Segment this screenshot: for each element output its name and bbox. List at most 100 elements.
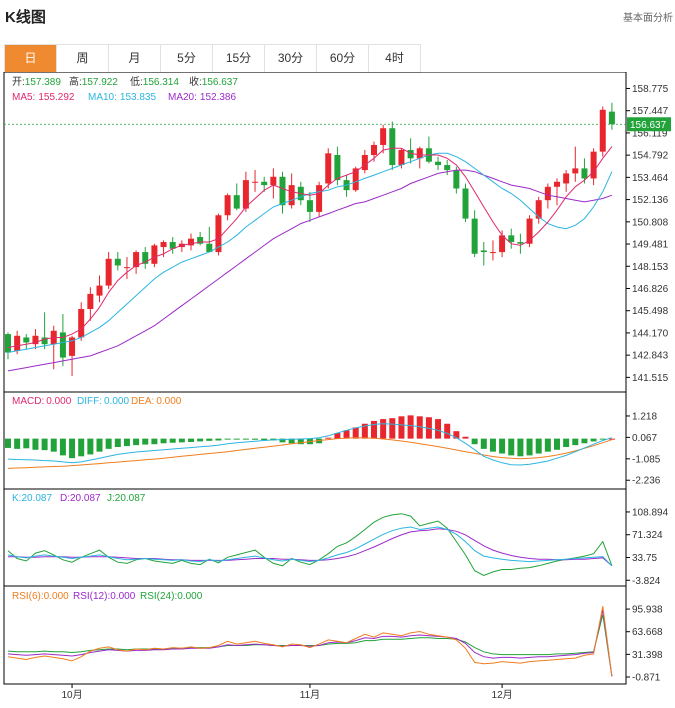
candle-body	[69, 337, 76, 356]
legend-low: 低:156.314	[130, 75, 179, 88]
legend-d: D:20.087	[60, 493, 101, 504]
macd-bar	[252, 438, 259, 440]
candle-body	[444, 165, 451, 171]
x-tick-label: 12月	[492, 689, 513, 701]
macd-bar	[325, 437, 332, 439]
tab-month[interactable]: 月	[109, 45, 161, 72]
candle-body	[252, 181, 259, 183]
candle-body	[416, 148, 423, 159]
kline-chart[interactable]: 158.775 157.447 156.119 154.792 153.464 152.1…	[0, 72, 675, 708]
candle-body	[590, 151, 597, 179]
x-tick-label: 11月	[300, 689, 320, 701]
candle-body	[105, 258, 112, 286]
legend-k: K:20.087	[12, 493, 52, 504]
y-tick-label: 63.668	[632, 627, 663, 638]
candle-body	[78, 309, 85, 338]
y-tick-label: 153.464	[632, 173, 669, 184]
y-tick-label: 148.153	[632, 262, 669, 273]
macd-bar	[581, 438, 588, 444]
macd-bar	[133, 438, 140, 446]
macd-bar	[197, 438, 204, 442]
y-tick-label: -2.236	[632, 476, 661, 487]
macd-bar	[352, 427, 359, 439]
candle-body	[306, 200, 313, 212]
y-tick-label: 144.170	[632, 328, 669, 339]
candle-body	[160, 242, 167, 248]
macd-bar	[261, 438, 268, 441]
macd-bar	[389, 418, 396, 439]
ma5-line	[7, 146, 613, 348]
candle-body	[471, 218, 478, 254]
candle-body	[389, 128, 396, 166]
candle-body	[608, 111, 615, 125]
legend-ma20: MA20: 152.386	[168, 92, 236, 103]
candle-body	[123, 267, 130, 269]
tab-30min[interactable]: 30分	[265, 45, 317, 72]
tab-15min[interactable]: 15分	[213, 45, 265, 72]
candle-body	[380, 128, 387, 145]
macd-bar	[169, 438, 176, 443]
macd-bar	[444, 423, 451, 439]
macd-bar	[206, 438, 213, 441]
candle-body	[316, 185, 323, 212]
y-tick-label: 154.792	[632, 151, 669, 162]
legend-ma5: MA5: 155.292	[12, 92, 75, 103]
candle-body	[563, 173, 570, 184]
y-tick-label: 145.498	[632, 306, 669, 317]
macd-bar	[599, 438, 606, 440]
tab-week[interactable]: 周	[57, 45, 109, 72]
legend-dea: DEA: 0.000	[131, 396, 182, 407]
tab-4hour[interactable]: 4时	[369, 45, 421, 72]
candle-body	[554, 181, 560, 187]
legend-close: 收:156.637	[189, 75, 238, 88]
macd-bar	[371, 420, 377, 439]
y-tick-label: 142.843	[632, 351, 669, 362]
diff-line	[7, 423, 613, 466]
macd-bar	[526, 438, 533, 456]
fundamental-analysis-link[interactable]: 基本面分析	[623, 13, 673, 24]
candle-body	[352, 168, 359, 191]
y-tick-label: 156.119	[632, 128, 668, 139]
macd-bar	[554, 438, 560, 450]
y-tick-label: 31.398	[632, 650, 663, 661]
candle-body	[407, 149, 414, 159]
j-line	[7, 513, 613, 577]
macd-bar	[535, 438, 542, 454]
macd-bar	[32, 438, 39, 450]
y-tick-label: 71.324	[632, 530, 663, 541]
rsi24-line	[7, 614, 613, 677]
y-tick-label: 33.75	[632, 553, 657, 564]
macd-bar	[590, 438, 597, 442]
candle-body	[133, 252, 140, 268]
macd-bar	[380, 419, 387, 439]
tab-day[interactable]: 日	[5, 45, 57, 72]
y-tick-label: 108.894	[632, 507, 669, 518]
rsi12-line	[7, 609, 613, 677]
candle-body	[544, 186, 551, 201]
macd-bar	[343, 430, 350, 439]
y-tick-label: -1.085	[632, 454, 661, 465]
candle-body	[242, 180, 249, 209]
macd-bar	[508, 438, 515, 456]
candle-body	[96, 285, 103, 296]
tab-5min[interactable]: 5分	[161, 45, 213, 72]
macd-bar	[160, 438, 167, 444]
page-title: K线图	[5, 9, 46, 26]
candle-body	[508, 235, 515, 243]
tab-60min[interactable]: 60分	[317, 45, 369, 72]
macd-bar	[361, 423, 368, 439]
macd-bar	[398, 416, 405, 439]
macd-bar	[242, 438, 249, 440]
ma10-line	[7, 152, 613, 353]
macd-bar	[233, 438, 240, 440]
y-tick-label: -0.871	[632, 672, 661, 683]
candle-body	[206, 243, 213, 253]
macd-bar	[480, 438, 487, 449]
macd-bar	[407, 415, 414, 439]
legend-diff: DIFF: 0.000	[77, 396, 129, 407]
candle-body	[480, 250, 487, 253]
macd-bar	[59, 438, 66, 456]
candle-body	[215, 215, 222, 253]
candle-body	[5, 334, 11, 353]
macd-bar	[188, 438, 194, 442]
